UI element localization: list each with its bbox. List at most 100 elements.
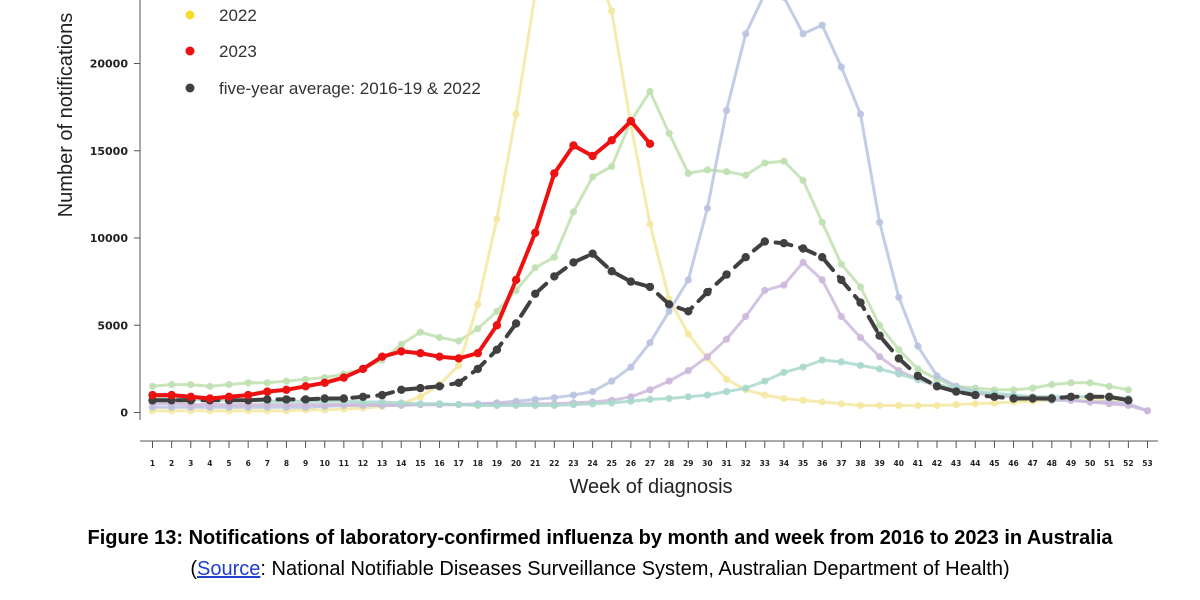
data-point-purple: [1105, 400, 1113, 408]
x-tick-label: 51: [1104, 459, 1114, 468]
x-tick-label: 24: [587, 459, 597, 468]
data-point-green: [493, 307, 501, 315]
x-tick-label: 49: [1066, 459, 1076, 468]
data-point-green: [742, 171, 750, 179]
data-point-avg: [1028, 394, 1037, 403]
x-tick-label: 5: [226, 459, 231, 468]
data-point-purple: [799, 258, 807, 266]
x-tick-label: 10: [319, 459, 329, 468]
data-point-avg: [473, 364, 482, 374]
data-point-avg: [358, 392, 368, 401]
data-point-avg: [798, 244, 808, 253]
data-point-y2023: [320, 378, 329, 387]
series-line-avg: [150, 239, 1131, 403]
data-point-y2023: [244, 390, 253, 400]
data-point-teal: [435, 400, 444, 408]
data-point-teal: [531, 401, 539, 410]
data-point-teal: [876, 365, 884, 373]
data-point-green: [1086, 379, 1094, 387]
legend-label: five-year average: 2016-19 & 2022: [219, 79, 481, 98]
y-tick-label: 5000: [97, 319, 128, 332]
data-point-teal: [837, 358, 845, 366]
data-point-green: [876, 321, 884, 329]
data-point-teal: [589, 400, 597, 408]
y-axis-label: Number of notifications: [55, 13, 77, 218]
data-point-blue: [550, 394, 558, 402]
data-point-green: [608, 162, 616, 171]
data-point-teal: [512, 401, 520, 410]
data-point-teal: [493, 401, 501, 410]
data-point-y2023: [339, 373, 348, 382]
x-tick-label: 28: [664, 459, 674, 468]
data-point-yellow: [952, 401, 960, 409]
data-point-yellow: [761, 391, 769, 399]
data-point-blue: [818, 21, 826, 29]
data-point-green: [282, 377, 290, 385]
data-point-green: [455, 337, 463, 345]
x-tick-label: 32: [740, 459, 750, 468]
data-point-yellow: [990, 399, 999, 407]
data-point-y2023: [377, 352, 387, 361]
data-point-green: [589, 173, 597, 181]
x-tick-label: 15: [415, 459, 425, 468]
data-point-blue: [684, 276, 692, 284]
data-point-avg: [377, 390, 387, 400]
x-tick-label: 1: [150, 459, 155, 468]
data-point-purple: [818, 276, 826, 284]
data-point-blue: [646, 339, 654, 347]
legend-label: 2023: [219, 42, 257, 61]
data-point-yellow: [914, 401, 922, 410]
data-point-teal: [856, 361, 865, 369]
data-point-green: [703, 166, 712, 174]
data-point-avg: [760, 237, 769, 246]
data-point-yellow: [493, 215, 501, 223]
x-tick-label: 21: [530, 459, 540, 468]
data-point-purple: [684, 367, 692, 375]
data-point-teal: [397, 399, 405, 407]
data-point-green: [895, 346, 903, 354]
data-point-teal: [474, 401, 482, 410]
data-point-green: [168, 381, 176, 389]
data-point-teal: [761, 377, 769, 385]
series-line-green: [151, 89, 1130, 392]
y-tick-label: 15000: [90, 145, 129, 158]
data-point-avg: [818, 253, 827, 262]
data-point-avg: [607, 267, 616, 276]
data-point-avg: [1105, 392, 1114, 401]
data-point-y2023: [588, 151, 597, 161]
data-point-avg: [837, 275, 846, 285]
x-tick-label: 4: [207, 459, 212, 468]
data-point-avg: [320, 394, 329, 403]
data-point-blue: [608, 377, 616, 385]
data-point-blue: [856, 110, 865, 118]
data-point-green: [837, 260, 845, 268]
data-point-avg: [435, 382, 444, 391]
x-tick-label: 23: [568, 459, 578, 468]
data-point-purple: [856, 333, 865, 342]
data-point-teal: [416, 400, 424, 408]
series-line-teal: [151, 358, 1130, 407]
data-point-avg: [339, 394, 348, 403]
figure-caption: Figure 13: Notifications of laboratory-c…: [87, 527, 1113, 549]
legend-marker: [185, 46, 195, 56]
x-tick-label: 9: [303, 459, 308, 468]
data-point-avg: [894, 354, 903, 363]
data-point-y2023: [416, 349, 425, 358]
data-point-yellow: [722, 375, 731, 383]
data-point-avg: [511, 319, 521, 328]
data-point-y2023: [282, 385, 291, 394]
data-point-purple: [876, 353, 884, 361]
x-tick-label: 25: [607, 459, 617, 468]
data-point-avg: [550, 272, 559, 281]
data-point-y2023: [645, 139, 655, 148]
source-link[interactable]: Source: [197, 558, 261, 580]
x-tick-label: 14: [396, 459, 406, 468]
data-point-yellow: [799, 396, 807, 404]
data-point-blue: [837, 63, 845, 71]
x-tick-label: 37: [836, 459, 846, 468]
data-point-green: [1124, 386, 1132, 394]
x-tick-label: 43: [951, 459, 961, 468]
data-point-y2023: [186, 392, 195, 401]
data-point-avg: [1085, 392, 1095, 401]
data-point-y2023: [167, 390, 176, 400]
